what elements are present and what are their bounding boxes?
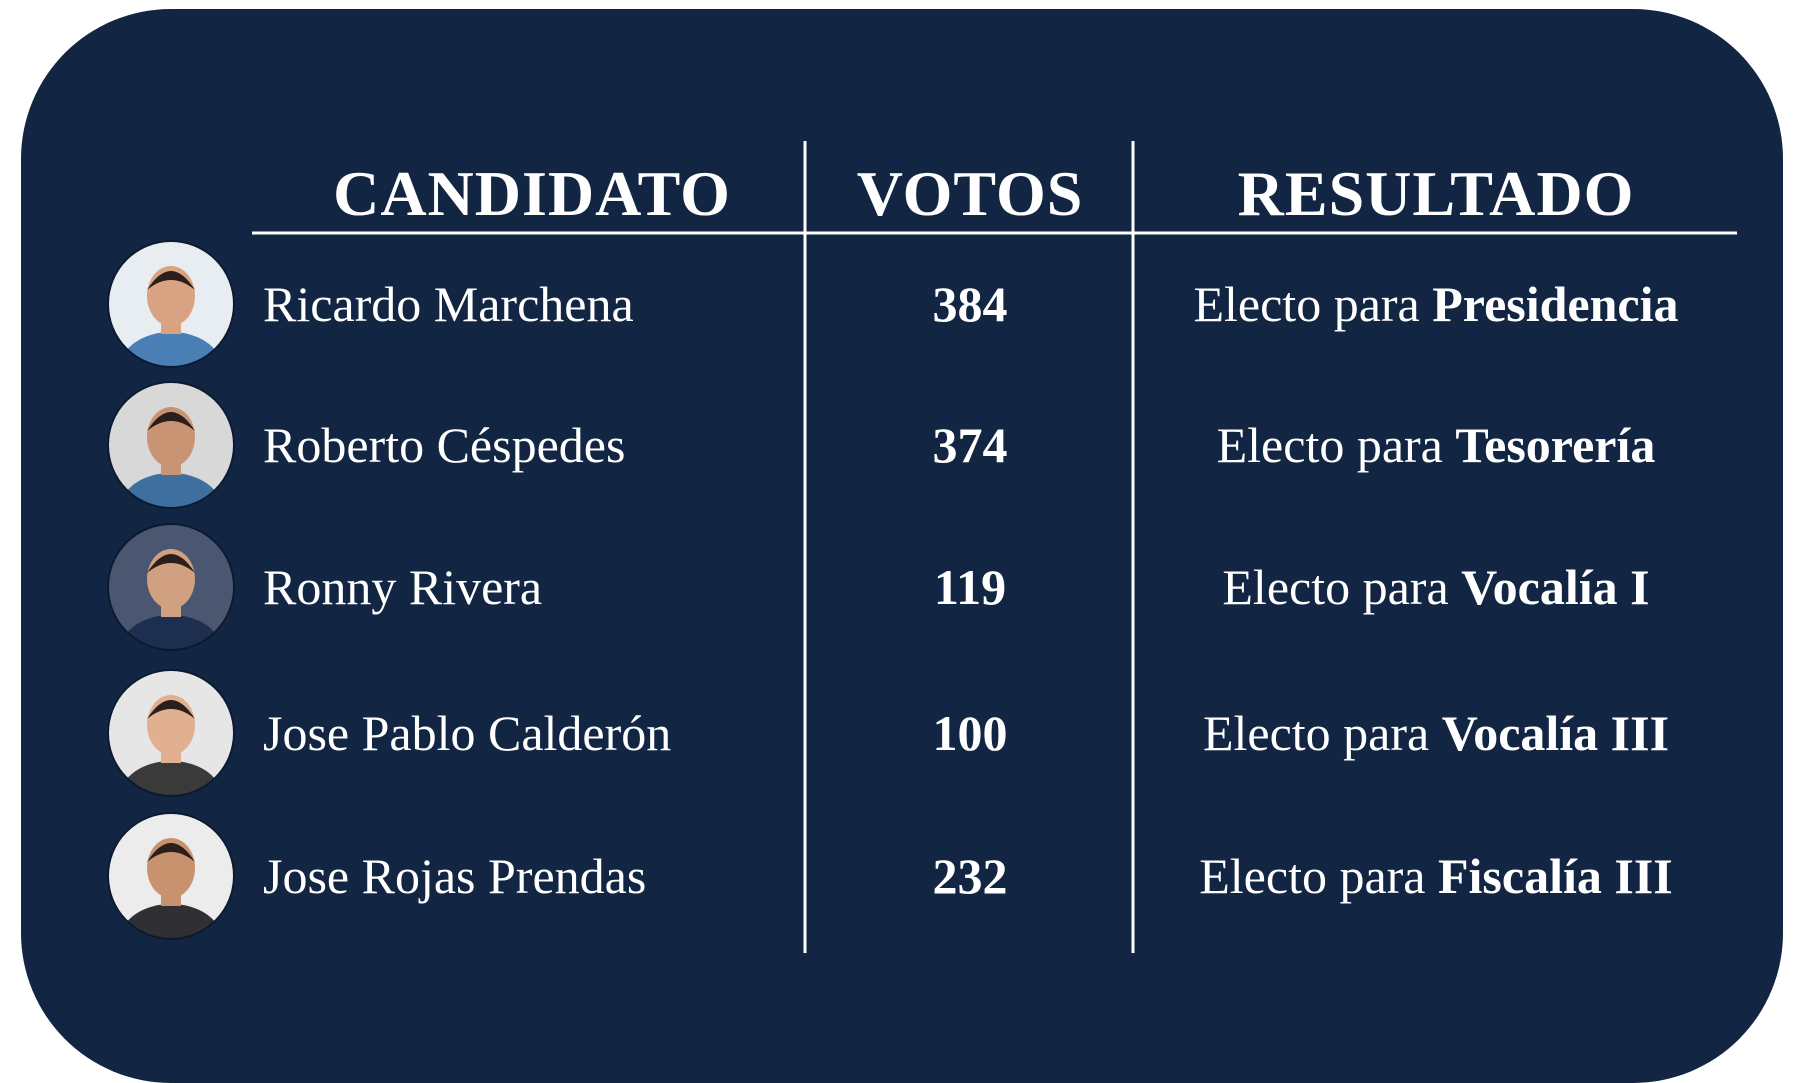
result-prefix: Electo para — [1203, 705, 1429, 761]
result: Electo para Fiscalía III — [1199, 848, 1673, 904]
candidate-name: Ronny Rivera — [263, 559, 542, 615]
candidate-name: Jose Rojas Prendas — [263, 848, 646, 904]
result: Electo para Vocalía I — [1222, 559, 1649, 615]
result-position: Presidencia — [1432, 276, 1678, 332]
result-prefix: Electo para — [1193, 276, 1419, 332]
result-prefix: Electo para — [1217, 417, 1443, 473]
header-result: RESULTADO — [1238, 158, 1635, 229]
result: Electo para Tesorería — [1217, 417, 1656, 473]
result: Electo para Presidencia — [1193, 276, 1678, 332]
result-position: Vocalía I — [1461, 559, 1649, 615]
vote-count: 119 — [934, 559, 1006, 615]
header-votes: VOTOS — [857, 158, 1084, 229]
vote-count: 100 — [933, 705, 1008, 761]
result-position: Vocalía III — [1442, 705, 1669, 761]
result-prefix: Electo para — [1222, 559, 1448, 615]
page: {"table": { "headers": ["CANDIDATO", "VO… — [0, 0, 1801, 1083]
results-card: CANDIDATO VOTOS RESULTADO Ricardo Marche… — [0, 0, 1801, 1083]
candidate-name: Ricardo Marchena — [263, 276, 634, 332]
result-prefix: Electo para — [1199, 848, 1425, 904]
vote-count: 374 — [933, 417, 1008, 473]
result-position: Tesorería — [1455, 417, 1655, 473]
candidate-name: Roberto Céspedes — [263, 417, 625, 473]
candidate-name: Jose Pablo Calderón — [263, 705, 671, 761]
header-candidate: CANDIDATO — [333, 158, 731, 229]
vote-count: 232 — [933, 848, 1008, 904]
vote-count: 384 — [933, 276, 1008, 332]
result: Electo para Vocalía III — [1203, 705, 1669, 761]
result-position: Fiscalía III — [1438, 848, 1673, 904]
